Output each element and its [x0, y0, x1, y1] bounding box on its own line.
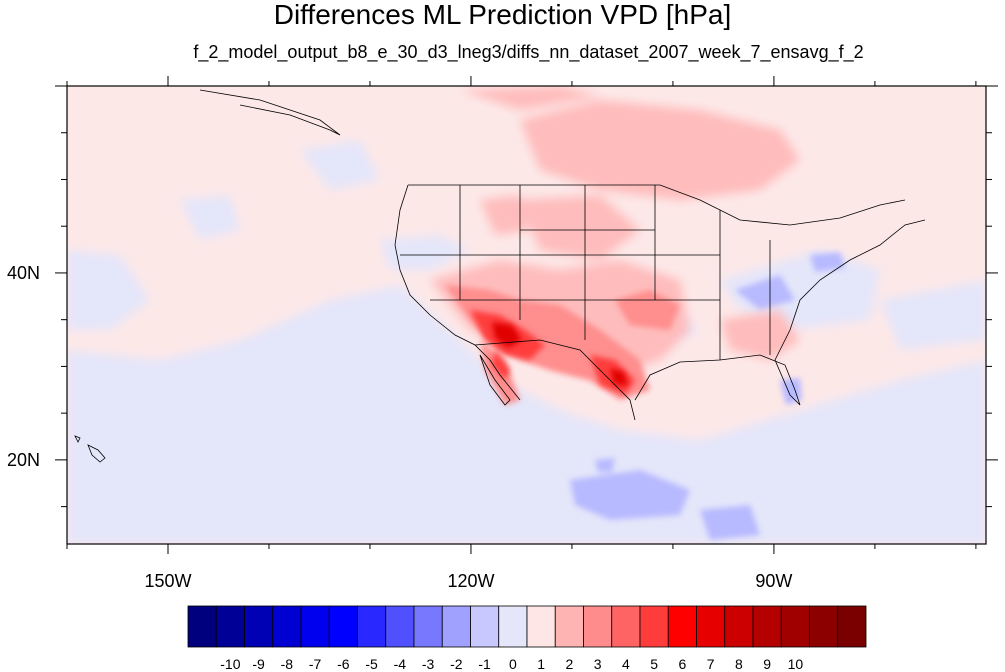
lon-tick-label: 120W	[447, 571, 494, 591]
colorbar-label: -3	[422, 656, 435, 672]
colorbar-swatch	[272, 605, 302, 648]
lon-tick-label: 150W	[144, 571, 191, 591]
lat-tick-label: 40N	[7, 263, 40, 283]
colorbar-label: -1	[478, 656, 491, 672]
lat-tick-label: 20N	[7, 450, 40, 470]
colorbar-swatch	[470, 605, 500, 648]
colorbar-label: 7	[707, 656, 715, 672]
colorbar-swatch	[809, 605, 839, 648]
colorbar-label: 2	[565, 656, 573, 672]
colorbar-label: -7	[309, 656, 322, 672]
colorbar-swatch	[526, 605, 556, 648]
colorbar-swatch	[498, 605, 528, 648]
colorbar-swatch	[385, 605, 415, 648]
colorbar-label: -2	[450, 656, 463, 672]
colorbar-swatch	[724, 605, 754, 648]
colorbar-swatch	[639, 605, 669, 648]
colorbar-label: 4	[622, 656, 630, 672]
colorbar-label: 10	[788, 656, 804, 672]
moderate-negative-areas	[570, 252, 845, 540]
small-positive-areas	[430, 86, 800, 380]
coastlines-and-borders	[74, 89, 926, 463]
colorbar-label: 0	[509, 656, 517, 672]
colorbar-label: -10	[220, 656, 240, 672]
colorbar-swatch	[328, 605, 358, 648]
colorbar-swatch	[244, 605, 274, 648]
colorbar-swatch	[780, 605, 810, 648]
map-frame	[66, 85, 987, 545]
colorbar-swatch	[215, 605, 245, 648]
colorbar-label: 6	[678, 656, 686, 672]
colorbar-label: 8	[735, 656, 743, 672]
colorbar-swatch	[611, 605, 641, 648]
axis-ticks	[55, 76, 998, 554]
colorbar-swatch	[357, 605, 387, 648]
colorbar-label: 9	[763, 656, 771, 672]
colorbar-swatch	[554, 605, 584, 648]
colorbar: -10 -9 -8 -7 -6 -5 -4 -3 -2 -1 0 1 2 3 4 5 6 7 8 9 10	[187, 605, 867, 672]
lon-tick-label: 90W	[755, 571, 792, 591]
colorbar-label: 1	[537, 656, 545, 672]
colorbar-label: 3	[594, 656, 602, 672]
map-title: Differences ML Prediction VPD [hPa]	[273, 0, 732, 30]
colorbar-label: 5	[650, 656, 658, 672]
colorbar-swatch	[752, 605, 782, 648]
colorbar-label: -4	[394, 656, 407, 672]
colorbar-swatch	[667, 605, 697, 648]
colorbar-label: -8	[281, 656, 294, 672]
colorbar-label: -6	[337, 656, 350, 672]
peak-positive-areas	[492, 322, 628, 386]
colorbar-swatch	[583, 605, 613, 648]
colorbar-swatch	[187, 605, 217, 648]
colorbar-swatch	[300, 605, 330, 648]
colorbar-swatch	[837, 605, 867, 648]
colorbar-swatch	[413, 605, 443, 648]
colorbar-swatch	[441, 605, 471, 648]
colorbar-label: -9	[252, 656, 265, 672]
colorbar-swatch	[696, 605, 726, 648]
map-subtitle: f_2_model_output_b8_e_30_d3_lneg3/diffs_…	[193, 42, 864, 62]
colorbar-label: -5	[365, 656, 378, 672]
